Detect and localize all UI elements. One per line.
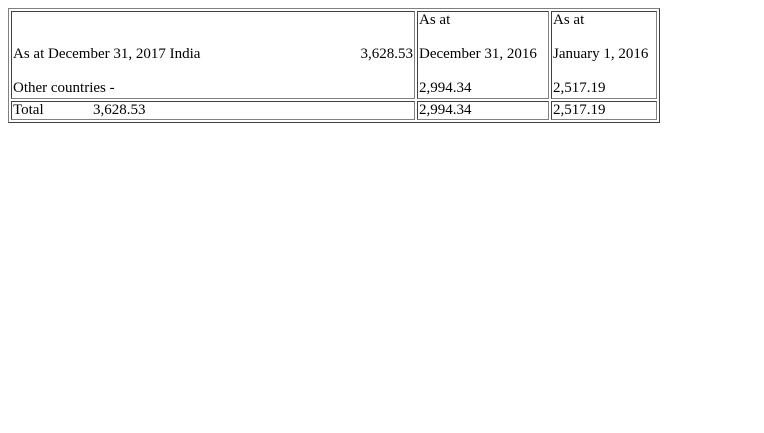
cell-total-2017: Total 3,628.53 bbox=[11, 101, 415, 120]
label-india: As at December 31, 2017 India bbox=[13, 46, 201, 62]
row-india: As at December 31, 2017 India 3,628.53 bbox=[13, 46, 413, 63]
label-other-countries: Other countries - bbox=[13, 80, 115, 96]
header-as-at-2016: As at bbox=[419, 12, 451, 28]
value-india: 3,628.53 bbox=[360, 46, 414, 62]
header-date-2016: December 31, 2016 bbox=[419, 46, 537, 62]
cell-2016-block: As at December 31, 2016 2,994.34 bbox=[417, 11, 549, 99]
cell-2017-block: As at December 31, 2017 India 3,628.53 O… bbox=[11, 11, 415, 99]
header-as-at-jan2016: As at bbox=[553, 12, 585, 28]
cell-total-2016: 2,994.34 bbox=[417, 101, 549, 120]
table-row: As at December 31, 2017 India 3,628.53 O… bbox=[11, 11, 657, 99]
value-other-2016: 2,994.34 bbox=[419, 80, 472, 96]
segment-table: As at December 31, 2017 India 3,628.53 O… bbox=[8, 8, 660, 123]
total-label: Total bbox=[13, 102, 44, 118]
cell-jan2016-block: As at January 1, 2016 2,517.19 bbox=[551, 11, 657, 99]
header-date-jan2016: January 1, 2016 bbox=[553, 46, 649, 62]
table-row-total: Total 3,628.53 2,994.34 2,517.19 bbox=[11, 101, 657, 120]
value-other-jan2016: 2,517.19 bbox=[553, 80, 606, 96]
total-value-2017: 3,628.53 bbox=[93, 102, 146, 118]
cell-total-jan2016: 2,517.19 bbox=[551, 101, 657, 120]
